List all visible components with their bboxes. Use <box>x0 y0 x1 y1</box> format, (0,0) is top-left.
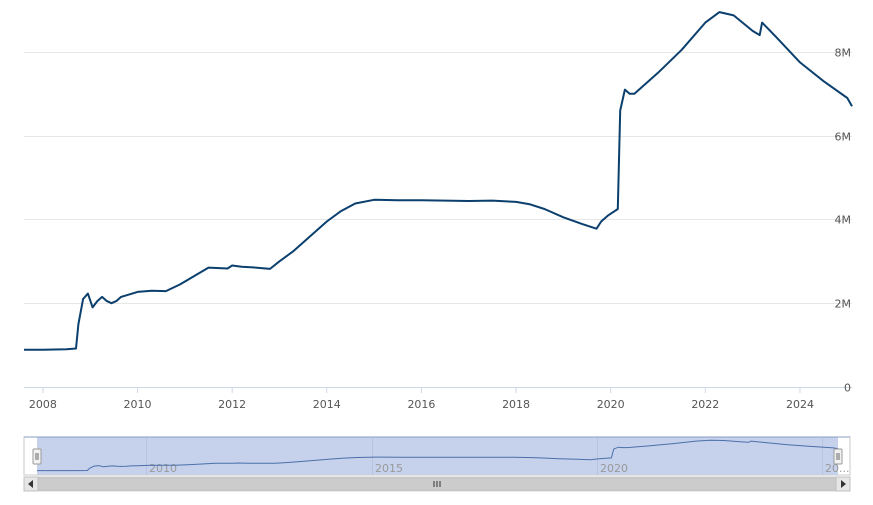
navigator-label: 2020 <box>600 462 628 475</box>
navigator-label: 2015 <box>375 462 403 475</box>
x-tick-label: 2016 <box>407 398 435 411</box>
x-tick-label: 2018 <box>502 398 530 411</box>
x-tick-label: 2012 <box>218 398 246 411</box>
scrollbar[interactable] <box>23 476 851 492</box>
scrollbar-grip-icon <box>433 481 441 487</box>
scroll-right-button[interactable] <box>835 476 851 492</box>
navigator-series-line <box>37 439 839 472</box>
x-tick-label: 2024 <box>786 398 814 411</box>
y-tick-label: 6M <box>835 131 852 144</box>
y-tick-label: 8M <box>835 47 852 60</box>
x-tick-label: 2020 <box>597 398 625 411</box>
arrow-right-icon <box>841 480 846 488</box>
x-tick-label: 2008 <box>29 398 57 411</box>
navigator-selected-range[interactable] <box>37 437 838 475</box>
navigator-label: 20... <box>825 462 850 475</box>
navigator-grid <box>146 437 823 475</box>
y-tick-label: 0 <box>844 382 851 395</box>
navigator[interactable]: 2010 2015 2020 20... <box>23 436 851 476</box>
grid-lines <box>24 52 852 304</box>
x-tick-label: 2010 <box>124 398 152 411</box>
x-axis-ticks: 2008 2010 2012 2014 2016 2018 2020 2022 2024 <box>29 387 814 411</box>
navigator-handle-left[interactable] <box>32 448 42 465</box>
navigator-label: 2010 <box>149 462 177 475</box>
series-line <box>24 11 853 351</box>
x-tick-label: 2014 <box>313 398 341 411</box>
y-tick-label: 2M <box>835 298 852 311</box>
x-tick-label: 2022 <box>691 398 719 411</box>
arrow-left-icon <box>28 480 33 488</box>
y-tick-label: 4M <box>835 214 852 227</box>
scroll-left-button[interactable] <box>23 476 39 492</box>
y-axis: 0 2M 4M 6M 8M <box>835 47 852 395</box>
navigator-handle-right[interactable] <box>833 448 843 465</box>
navigator-labels: 2010 2015 2020 20... <box>149 462 850 475</box>
